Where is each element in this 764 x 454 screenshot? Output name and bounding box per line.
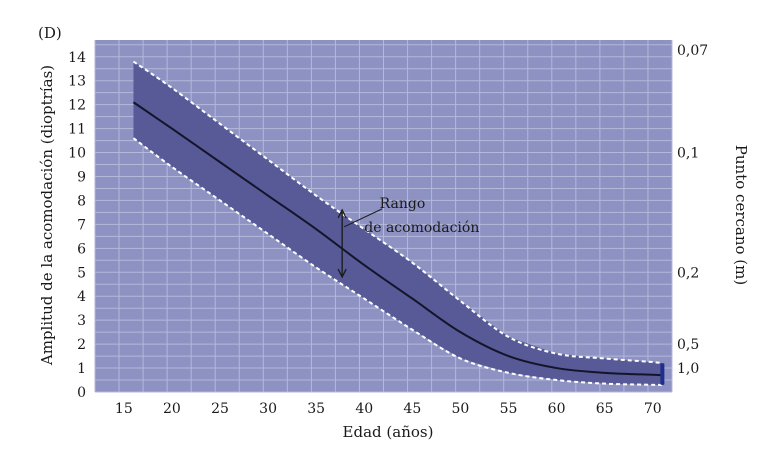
mean-line [132, 101, 663, 377]
panel-label: (D) [38, 24, 62, 42]
y-tick-label: 1 [77, 361, 86, 377]
y2-axis-label: Punto cercano (m) [732, 145, 750, 285]
annotation-label-line-2: de acomodación [364, 220, 479, 236]
annotation-leader-line [343, 208, 383, 228]
x-tick-label: 65 [596, 401, 614, 417]
range-arrow-head-top [337, 208, 347, 219]
lower-bound-line [132, 137, 663, 386]
y-tick-label: 8 [77, 193, 86, 209]
y-tick-label: 3 [77, 313, 86, 329]
x-tick-label: 30 [259, 401, 277, 417]
upper-bound-line [132, 60, 663, 365]
y-tick-label: 4 [77, 289, 86, 305]
x-tick-label: 60 [548, 401, 566, 417]
x-tick-label: 40 [355, 401, 373, 417]
y-tick-label: 6 [77, 241, 86, 257]
accommodation-band [133, 61, 663, 385]
x-tick-label: 25 [211, 401, 229, 417]
y-tick-label: 2 [77, 337, 86, 353]
x-axis-label: Edad (años) [343, 423, 434, 441]
x-tick-label: 20 [163, 401, 181, 417]
y-tick-label: 10 [68, 146, 86, 162]
y-tick-label: 5 [77, 265, 86, 281]
y-tick-label: 7 [77, 217, 86, 233]
y-tick-label: 14 [68, 50, 86, 66]
x-tick-label: 35 [307, 401, 325, 417]
x-tick-label: 45 [403, 401, 421, 417]
y-tick-label: 0 [77, 385, 86, 401]
y2-tick-label: 0,07 [677, 43, 708, 59]
band-end-marker [660, 363, 665, 385]
y-axis-label: Amplitud de la acomodación (dioptrías) [38, 65, 56, 366]
y2-tick-label: 1,0 [677, 361, 699, 377]
range-arrow-head-bottom [337, 268, 347, 279]
annotation-label-line-1: Rango [380, 196, 426, 212]
y2-tick-label: 0,1 [677, 146, 699, 162]
y-tick-label: 9 [77, 169, 86, 185]
y-tick-label: 13 [68, 74, 86, 90]
x-tick-label: 70 [644, 401, 662, 417]
y2-tick-label: 0,5 [677, 337, 699, 353]
y-tick-label: 12 [68, 98, 86, 114]
y2-tick-label: 0,2 [677, 265, 699, 281]
x-tick-label: 15 [115, 401, 133, 417]
x-tick-label: 50 [452, 401, 470, 417]
x-tick-label: 55 [500, 401, 518, 417]
y-tick-label: 11 [68, 122, 86, 138]
